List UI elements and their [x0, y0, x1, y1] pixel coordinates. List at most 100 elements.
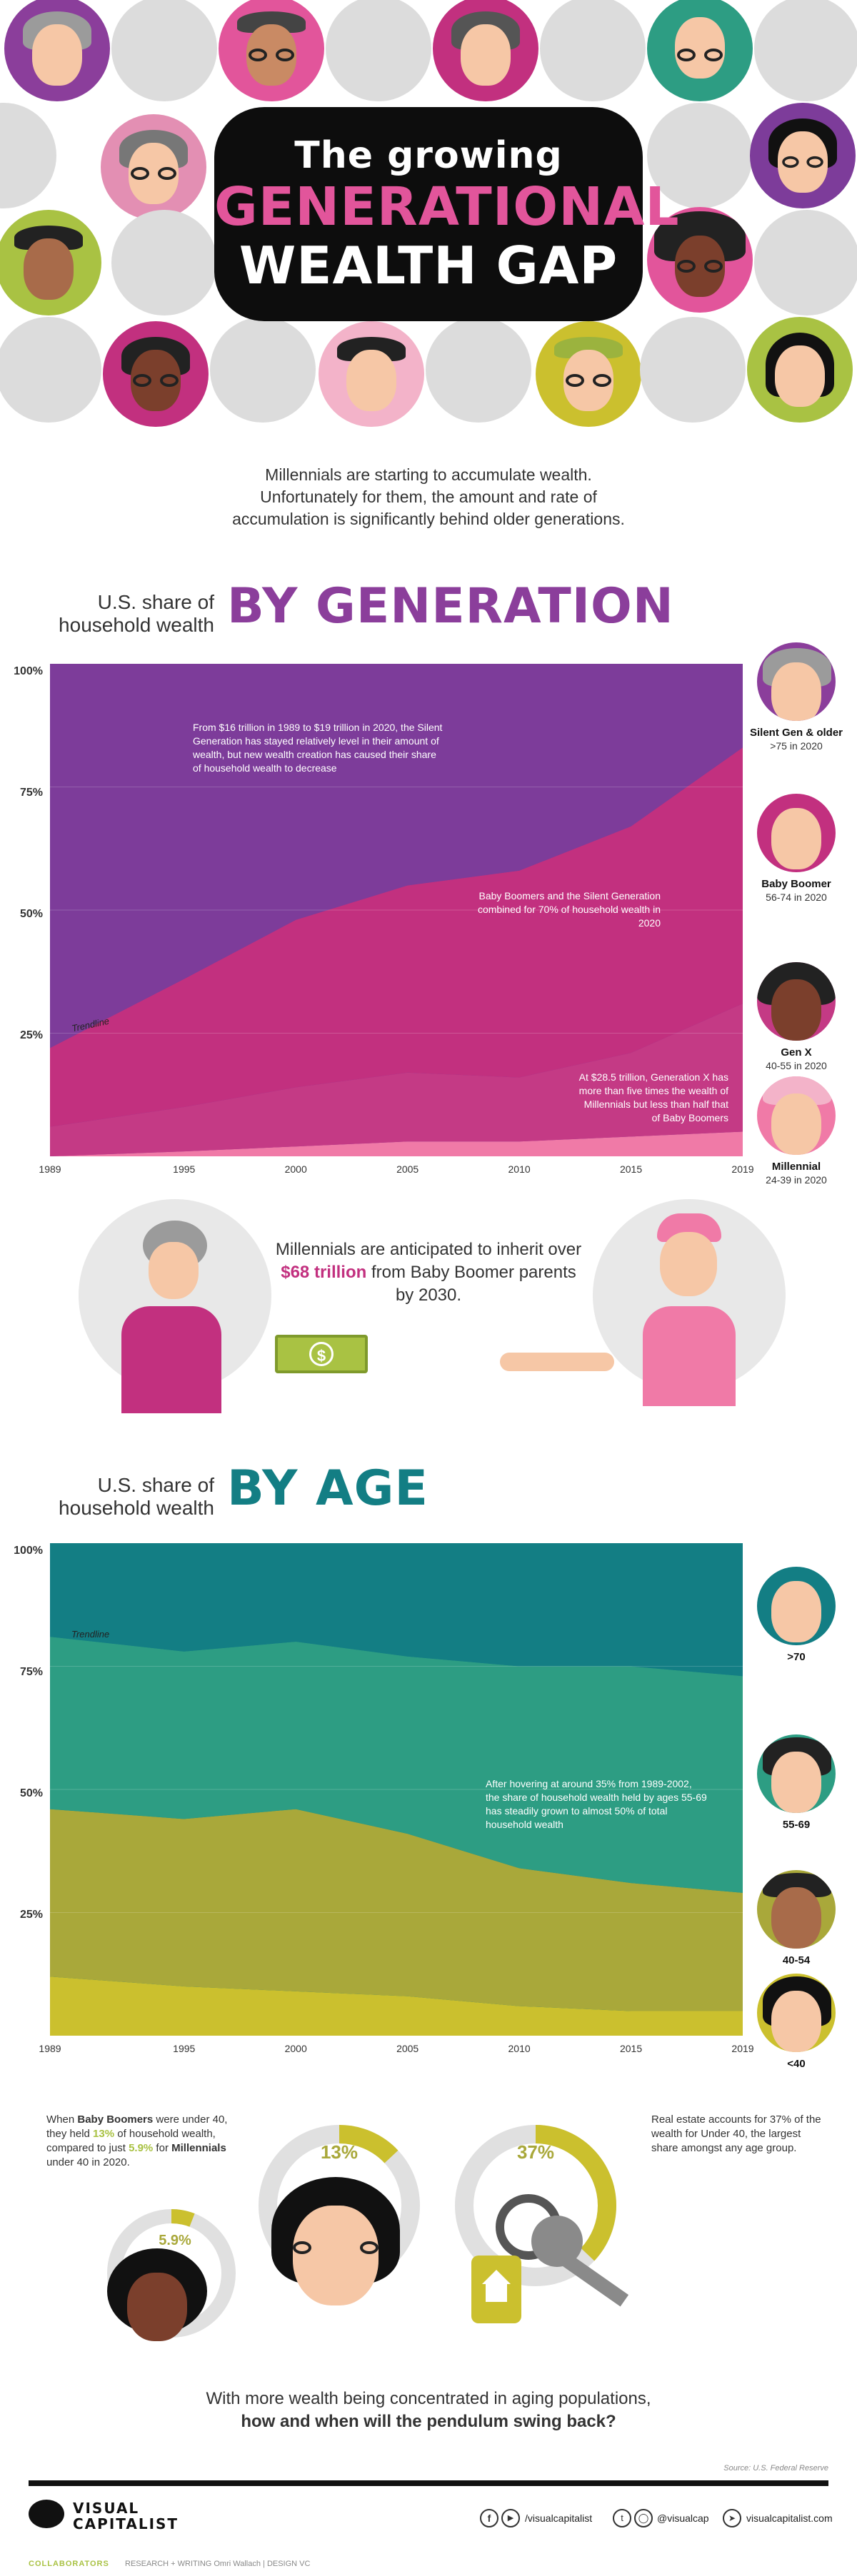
gen-x-avatar	[757, 962, 836, 1041]
social-handle-1[interactable]: /visualcapitalist	[525, 2512, 593, 2524]
legend-40-54: 40-54	[743, 1870, 850, 1967]
legend-baby-boomer-sub: 56-74 in 2020	[766, 892, 827, 903]
genx-note: At $28.5 trillion, Generation X has more…	[578, 1071, 728, 1123]
series-area-baby-boomer	[50, 747, 743, 1127]
legend-gen-x-sub: 40-55 in 2020	[766, 1060, 827, 1071]
avatar-young-man	[319, 321, 424, 427]
series-area--40	[50, 1976, 743, 2036]
x-tick-label: 2005	[396, 1163, 419, 1175]
avatar-empty	[0, 317, 101, 423]
avatar-empty	[111, 0, 217, 101]
legend-gen-x: Gen X 40-55 in 2020	[743, 962, 850, 1072]
cursor-icon: ➤	[723, 2509, 741, 2527]
avatar-cap-sunglasses-man	[536, 321, 641, 427]
avatar-gray-hair-glasses-woman	[101, 114, 206, 220]
legend-baby-boomer-name: Baby Boomer	[761, 878, 831, 890]
series-area--70	[50, 1543, 743, 1677]
avatar-dark-hair-woman	[750, 103, 856, 208]
social-handle-2[interactable]: @visualcap	[657, 2512, 709, 2524]
avatar-empty	[640, 317, 746, 423]
40-54-avatar	[757, 1870, 836, 1949]
vc-logo[interactable]: VISUAL CAPITALIST	[29, 2497, 193, 2537]
twitter-icon[interactable]: t	[613, 2509, 631, 2527]
vc-logo-icon	[29, 2500, 64, 2528]
x-tick-label: 2010	[508, 1163, 531, 1175]
y-tick-75: 75%	[19, 1666, 43, 1678]
footer-rule	[29, 2480, 828, 2486]
legend-gen-x-name: Gen X	[781, 1046, 812, 1059]
website-link[interactable]: visualcapitalist.com	[746, 2512, 833, 2524]
y-tick-25: 25%	[19, 1909, 43, 1921]
grandmother-illustration	[107, 1206, 236, 1420]
x-tick-label: 2015	[619, 2043, 643, 2054]
avatar-bald-glasses-man	[647, 0, 753, 101]
x-tick-label: 1995	[173, 2043, 196, 2054]
avatar-bearded-man	[0, 210, 101, 315]
y-tick-100: 100%	[14, 1545, 43, 1557]
legend-under-40-name: <40	[787, 2058, 806, 2070]
boomer-vs-millennial-text: When Baby Boomers were under 40, they he…	[46, 2113, 228, 2168]
title-line-2: GENERATIONAL	[214, 176, 680, 238]
avatar-curly-glasses-woman	[103, 321, 209, 427]
55-69-avatar	[757, 1734, 836, 1813]
money-bill: $	[275, 1335, 368, 1373]
avatar-empty	[426, 317, 531, 423]
under-40-avatar	[757, 1974, 836, 2052]
inheritance-text: Millennials are anticipated to inherit o…	[275, 1240, 582, 1305]
section1-label: U.S. share of household wealth	[59, 591, 214, 636]
series-area-silent-gen-older	[50, 664, 743, 1049]
intro-text: Millennials are starting to accumulate w…	[232, 465, 625, 528]
avatar-glasses-man	[219, 0, 324, 101]
x-tick-label: 2019	[731, 1163, 754, 1175]
instagram-icon[interactable]: ◯	[634, 2509, 653, 2527]
facebook-icon[interactable]: f	[480, 2509, 498, 2527]
boomer-silent-note: Baby Boomers and the Silent Generation c…	[477, 890, 661, 929]
vc-logo-top: VISUAL	[73, 2500, 140, 2517]
x-tick-label: 2000	[284, 1163, 307, 1175]
series-area-55-69	[50, 1637, 743, 1893]
avatar-empty	[210, 317, 316, 423]
x-tick-label: 2015	[619, 1163, 643, 1175]
title-box: The growing GENERATIONAL WEALTH GAP	[214, 107, 680, 321]
closing-question: With more wealth being concentrated in a…	[206, 2389, 651, 2431]
trendline-label-2: Trendline	[71, 1629, 110, 1640]
section2-label: U.S. share of household wealth	[59, 1474, 214, 1519]
young-man-illustration	[614, 1199, 757, 1413]
legend-millennial-name: Millennial	[771, 1161, 821, 1173]
avatar-curly-hair-woman	[647, 207, 753, 313]
legend-silent-gen: Silent Gen & older >75 in 2020	[743, 642, 850, 752]
legend-silent-gen-name: Silent Gen & older	[749, 727, 843, 739]
x-tick-label: 1989	[39, 2043, 61, 2054]
source-note: Source: U.S. Federal Reserve	[723, 2464, 828, 2473]
generation-chart	[50, 664, 743, 1156]
youtube-icon[interactable]: ▶	[501, 2509, 520, 2527]
legend-55-69: 55-69	[743, 1734, 850, 1832]
silent-gen-avatar	[757, 642, 836, 721]
woman-glasses-illustration	[264, 2177, 407, 2327]
legend-under-40: <40	[743, 1974, 850, 2071]
age-chart	[50, 1543, 743, 2036]
glasses-icon	[293, 2241, 379, 2263]
section1-title: BY GENERATION	[227, 578, 674, 635]
legend-silent-gen-sub: >75 in 2020	[770, 740, 823, 752]
legend-40-54-name: 40-54	[782, 1954, 811, 1966]
y-tick-50: 50%	[19, 908, 43, 920]
y-tick-100: 100%	[14, 665, 43, 677]
donut-37	[455, 2125, 616, 2286]
y-tick-50: 50%	[19, 1787, 43, 1799]
vc-logo-bottom: CAPITALIST	[73, 2515, 179, 2532]
x-tick-label: 1989	[39, 1163, 61, 1175]
title-line-1: The growing	[294, 134, 563, 177]
avatar-empty	[540, 0, 646, 101]
young-man-arm	[500, 1353, 614, 1371]
legend-55-69-name: 55-69	[782, 1819, 811, 1831]
y-tick-75: 75%	[19, 787, 43, 799]
avatar-empty	[326, 0, 431, 101]
legend-millennial: Millennial 24-39 in 2020	[743, 1076, 850, 1186]
pct-37-label: 37%	[516, 2141, 555, 2163]
millennial-avatar	[757, 1076, 836, 1155]
real-estate-text: Real estate accounts for 37% of the weal…	[651, 2113, 821, 2154]
title-line-3: WEALTH GAP	[239, 236, 618, 296]
credits-text: RESEARCH + WRITING Omri Wallach | DESIGN…	[125, 2560, 311, 2568]
legend-millennial-sub: 24-39 in 2020	[766, 1174, 827, 1186]
